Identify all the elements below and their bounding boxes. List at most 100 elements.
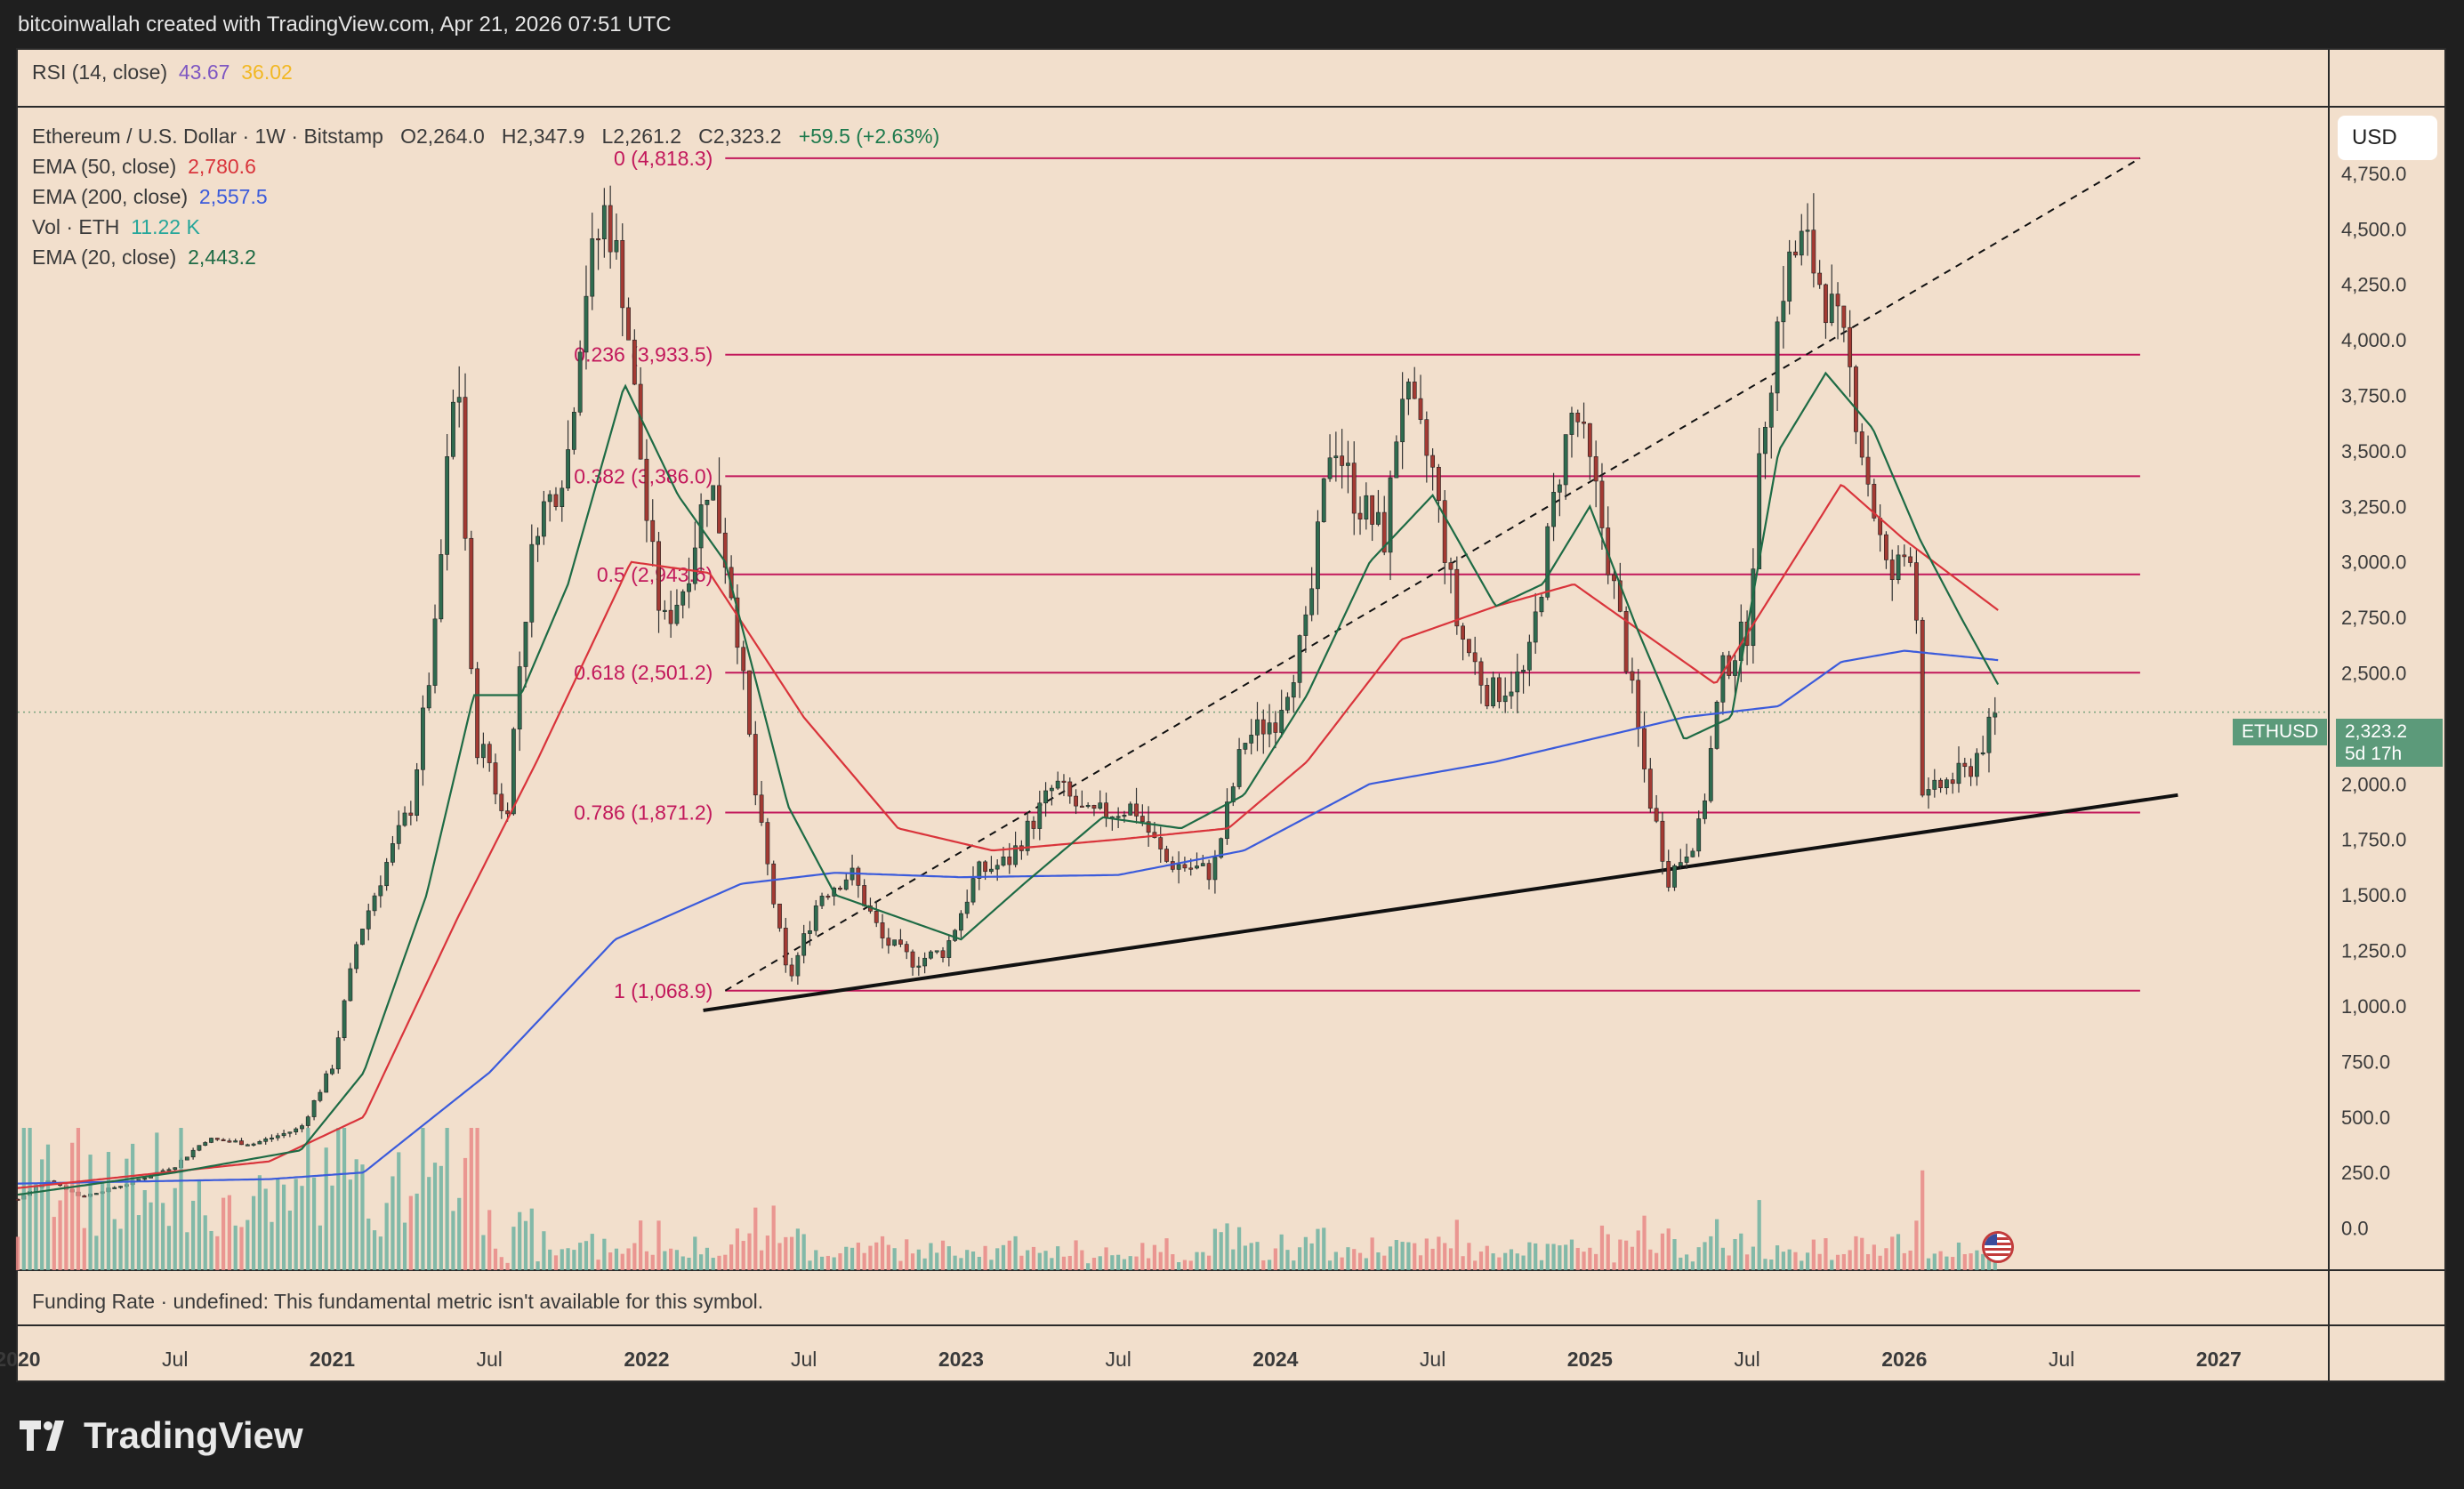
candle-body	[1986, 716, 1992, 753]
candle-body	[1599, 480, 1605, 528]
volume-bar	[553, 1255, 559, 1270]
candle-body	[892, 939, 898, 946]
volume-bar	[898, 1260, 903, 1270]
candle-body	[463, 397, 468, 539]
volume-bar	[511, 1227, 516, 1270]
candle-body	[1418, 398, 1423, 420]
y-tick-label: 1,000.0	[2341, 995, 2406, 1018]
volume-bar	[294, 1179, 298, 1270]
volume-bar	[1624, 1240, 1629, 1270]
candle-body	[838, 888, 842, 890]
candle-body	[620, 240, 625, 309]
candle-body	[426, 685, 431, 709]
volume-bar	[663, 1251, 667, 1270]
volume-bar	[1152, 1244, 1157, 1270]
candle-body	[257, 1141, 262, 1145]
volume-bar	[1182, 1260, 1188, 1270]
candle-body	[1412, 382, 1417, 399]
volume-bar	[970, 1252, 976, 1270]
volume-bar	[1147, 1258, 1151, 1270]
volume-bar	[1352, 1249, 1357, 1270]
volume-bar	[1424, 1238, 1429, 1270]
volume-bar	[1817, 1253, 1822, 1270]
candle-body	[747, 670, 752, 735]
candle-body	[1091, 804, 1097, 809]
volume-bar	[1709, 1235, 1713, 1270]
volume-bar	[572, 1250, 576, 1270]
candle-body	[1139, 816, 1145, 823]
x-tick-label: Jul	[477, 1348, 503, 1371]
candle-body	[626, 307, 631, 341]
us-flag-icon[interactable]	[1982, 1231, 2014, 1263]
candle-body	[801, 933, 807, 956]
candle-body	[1636, 680, 1641, 729]
candle-body	[1593, 456, 1598, 482]
volume-bar	[1744, 1254, 1750, 1270]
candle-body	[687, 583, 691, 592]
volume-bar	[1545, 1244, 1550, 1270]
candle-body	[1309, 588, 1315, 616]
volume-bar	[1491, 1253, 1495, 1270]
candle-body	[753, 734, 758, 796]
x-tick-label: 2026	[1881, 1348, 1927, 1371]
candle-body	[1061, 780, 1067, 783]
candle-body	[469, 537, 474, 670]
volume-bar	[1026, 1250, 1030, 1270]
volume-bar	[1243, 1245, 1247, 1270]
candle-body	[1623, 611, 1629, 672]
volume-bar	[161, 1203, 165, 1270]
y-tick-label: 2,000.0	[2341, 773, 2406, 795]
volume-bar	[1642, 1215, 1647, 1270]
volume-bar	[922, 1258, 927, 1270]
volume-bar	[397, 1152, 401, 1270]
candle-body	[1551, 492, 1556, 527]
volume-bar	[1031, 1246, 1036, 1270]
candle-body	[305, 1116, 310, 1126]
candle-body	[335, 1037, 341, 1070]
candle-body	[1243, 743, 1248, 750]
currency-button[interactable]: USD	[2338, 116, 2437, 160]
candle-body	[1279, 710, 1284, 733]
candle-body	[1757, 453, 1762, 569]
candle-body	[813, 905, 818, 931]
candle-body	[777, 903, 782, 929]
candle-body	[1316, 521, 1320, 590]
candle-body	[994, 865, 1000, 870]
candle-body	[1630, 671, 1635, 681]
volume-bar	[959, 1258, 963, 1270]
fib-level-label: 0.382 (3,386.0)	[574, 464, 713, 487]
volume-bar	[542, 1231, 546, 1270]
candle-body	[1376, 511, 1381, 525]
volume-bar	[735, 1228, 740, 1270]
volume-bar	[1327, 1260, 1333, 1270]
candle-body	[421, 707, 425, 770]
candle-body	[203, 1142, 208, 1146]
tradingview-logo: TradingView	[20, 1414, 303, 1457]
volume-bar	[499, 1257, 503, 1270]
volume-bar	[1509, 1249, 1514, 1270]
volume-bar	[402, 1222, 407, 1270]
candle-body	[456, 397, 462, 403]
volume-bar	[602, 1238, 607, 1270]
volume-bar	[1956, 1242, 1961, 1270]
volume-bar	[1134, 1256, 1139, 1270]
volume-bar	[1575, 1247, 1580, 1270]
candle-body	[1346, 463, 1350, 466]
x-tick-label: Jul	[2049, 1348, 2074, 1371]
candle-body	[214, 1138, 220, 1140]
candle-body	[1236, 749, 1242, 787]
candle-body	[1587, 423, 1592, 457]
volume-bar	[481, 1235, 486, 1270]
volume-bar	[1122, 1259, 1127, 1270]
candle-body	[1200, 863, 1205, 866]
candle-body	[1260, 719, 1266, 735]
candle-body	[880, 922, 885, 938]
candle-body	[1321, 478, 1326, 522]
fib-level-label: 0 (4,818.3)	[614, 147, 713, 170]
candle-body	[330, 1068, 334, 1074]
candle-body	[166, 1169, 172, 1171]
volume-bar	[1690, 1261, 1695, 1270]
volume-bar	[1951, 1257, 1955, 1270]
y-tick-label: 3,750.0	[2341, 385, 2406, 407]
